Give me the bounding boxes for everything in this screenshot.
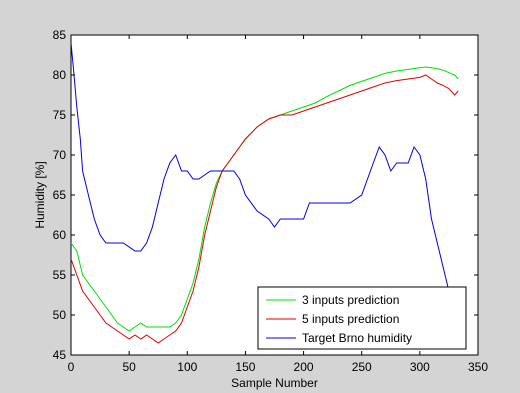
series-lines [70,42,459,344]
legend: 3 inputs prediction 5 inputs prediction Ta… [257,286,467,350]
y-tick-label: 55 [53,268,67,282]
y-tick-label: 45 [53,348,67,362]
y-axis-label: Humidity [%] [33,161,47,228]
x-tick-label: 150 [235,360,255,374]
y-tick-label: 50 [53,308,67,322]
x-tick-label: 200 [294,360,314,374]
y-tick-label: 80 [53,68,67,82]
y-tick-label: 85 [53,28,67,42]
x-tick-label: 100 [177,360,197,374]
x-tick-label: 300 [410,360,430,374]
y-tick-label: 70 [53,148,67,162]
y-tick-label: 75 [53,108,67,122]
legend-box [257,286,467,350]
x-axis-label: Sample Number [231,376,318,390]
legend-label-3: Target Brno humidity [302,331,412,345]
y-tick-label: 60 [53,228,67,242]
legend-label-1: 3 inputs prediction [302,293,399,307]
x-tick-label: 0 [68,360,75,374]
x-tick-label: 350 [468,360,488,374]
x-tick-label: 50 [122,360,136,374]
axis-ticks: 0 50 100 150 200 250 300 350 45 50 55 60 65 70 75 80 85 [53,28,489,374]
y-tick-label: 65 [53,188,67,202]
x-tick-label: 250 [352,360,372,374]
legend-label-2: 5 inputs prediction [302,312,399,326]
series-line-3 [70,42,459,316]
